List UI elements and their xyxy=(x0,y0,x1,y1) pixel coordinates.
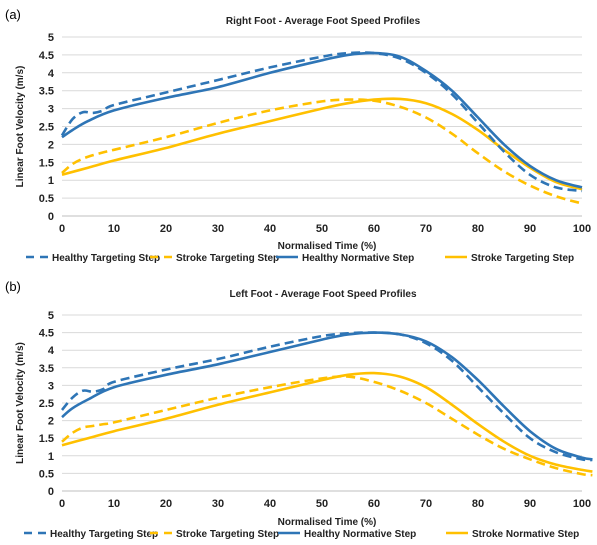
panel-label: (b) xyxy=(5,279,21,294)
series-line-2 xyxy=(61,98,583,205)
series-line-4 xyxy=(61,371,593,473)
y-tick-label: 1 xyxy=(48,175,54,187)
x-tick-label: 10 xyxy=(108,223,120,235)
y-tick-label: 1.5 xyxy=(39,433,54,445)
y-tick-label: 4 xyxy=(48,345,55,357)
x-tick-label: 30 xyxy=(212,223,224,235)
y-tick-label: 3 xyxy=(48,104,54,116)
series-line-1 xyxy=(60,331,593,462)
legend-label: Stroke Normative Step xyxy=(472,529,579,540)
y-tick-label: 3.5 xyxy=(39,363,54,375)
x-tick-label: 40 xyxy=(264,498,276,510)
x-axis-label: Normalised Time (%) xyxy=(278,241,377,252)
x-tick-label: 0 xyxy=(59,223,65,235)
legend: Healthy Targeting Step Stroke Targeting S… xyxy=(26,253,574,264)
x-tick-label: 20 xyxy=(160,498,172,510)
chart-title: Left Foot - Average Foot Speed Profiles xyxy=(229,289,416,300)
y-tick-label: 2 xyxy=(48,139,54,151)
x-tick-label: 30 xyxy=(212,498,224,510)
x-tick-label: 90 xyxy=(524,498,536,510)
x-tick-label: 60 xyxy=(368,498,380,510)
x-tick-label: 60 xyxy=(368,223,380,235)
series-line-2 xyxy=(61,375,593,477)
x-tick-label: 100 xyxy=(573,498,591,510)
x-tick-label: 0 xyxy=(59,498,65,510)
series-line-4 xyxy=(61,97,583,191)
y-tick-label: 5 xyxy=(48,310,54,322)
y-axis-label: Linear Foot Velocity (m/s) xyxy=(15,342,26,464)
y-tick-label: 5 xyxy=(48,32,54,44)
chart-panel-1: (a) Right Foot - Average Foot Speed Profi… xyxy=(5,7,591,264)
y-tick-label: 0.5 xyxy=(39,193,54,205)
series-line-3 xyxy=(61,331,593,461)
y-tick-label: 0 xyxy=(48,486,54,498)
legend-label: Stroke Targeting Step xyxy=(176,253,279,264)
y-tick-label: 4.5 xyxy=(39,50,54,62)
y-tick-label: 0 xyxy=(48,211,54,223)
y-tick-label: 0.5 xyxy=(39,468,54,480)
x-tick-label: 80 xyxy=(472,223,484,235)
chart-panel-2: (b) Left Foot - Average Foot Speed Profil… xyxy=(5,279,593,540)
x-tick-label: 50 xyxy=(316,498,328,510)
x-tick-label: 70 xyxy=(420,223,432,235)
x-axis-label: Normalised Time (%) xyxy=(278,517,377,528)
panel-label: (a) xyxy=(5,7,21,22)
legend: Healthy Targeting Step Stroke Targeting S… xyxy=(24,529,579,540)
y-tick-label: 4 xyxy=(48,68,55,80)
series-line-1 xyxy=(60,51,583,193)
x-tick-label: 10 xyxy=(108,498,120,510)
y-tick-label: 2 xyxy=(48,416,54,428)
x-tick-label: 70 xyxy=(420,498,432,510)
legend-label: Healthy Targeting Step xyxy=(50,529,158,540)
chart-title: Right Foot - Average Foot Speed Profiles xyxy=(226,16,421,27)
x-tick-label: 80 xyxy=(472,498,484,510)
legend-label: Stroke Targeting Step xyxy=(471,253,574,264)
legend-label: Stroke Targeting Step xyxy=(176,529,279,540)
y-tick-label: 3 xyxy=(48,380,54,392)
y-tick-label: 1 xyxy=(48,451,54,463)
x-tick-label: 50 xyxy=(316,223,328,235)
y-tick-label: 4.5 xyxy=(39,328,54,340)
legend-label: Healthy Normative Step xyxy=(304,529,416,540)
x-tick-label: 40 xyxy=(264,223,276,235)
y-tick-label: 1.5 xyxy=(39,157,54,169)
y-tick-label: 2.5 xyxy=(39,398,54,410)
y-axis-label: Linear Foot Velocity (m/s) xyxy=(15,66,26,188)
x-tick-label: 20 xyxy=(160,223,172,235)
series-line-3 xyxy=(61,51,583,189)
x-tick-label: 90 xyxy=(524,223,536,235)
legend-label: Healthy Targeting Step xyxy=(52,253,160,264)
y-tick-label: 2.5 xyxy=(39,122,54,134)
x-tick-label: 100 xyxy=(573,223,591,235)
legend-label: Healthy Normative Step xyxy=(302,253,414,264)
y-tick-label: 3.5 xyxy=(39,86,54,98)
